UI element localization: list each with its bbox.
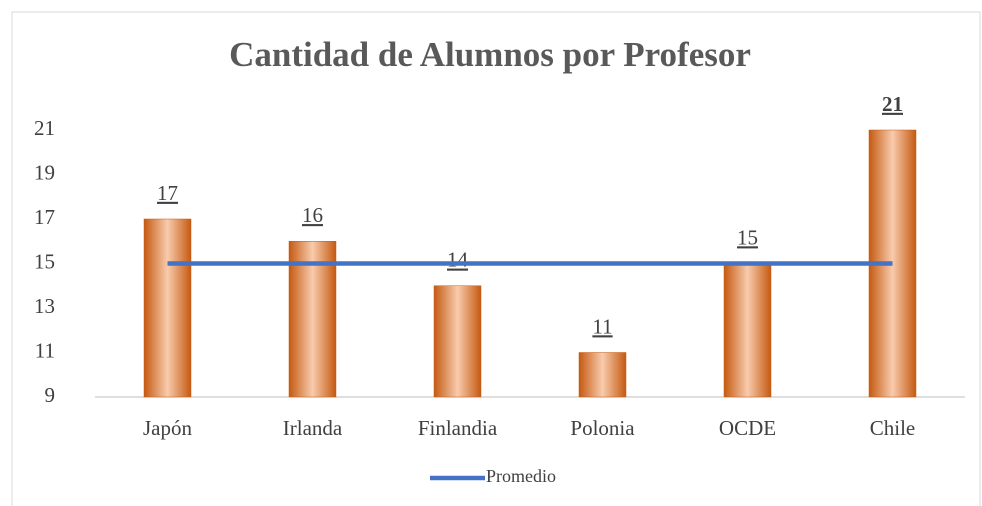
x-tick-label: Polonia [570, 416, 635, 440]
data-label: 17 [157, 181, 178, 205]
bar [578, 352, 627, 398]
y-tick-label: 11 [35, 338, 55, 362]
data-label: 21 [882, 92, 903, 116]
bar [288, 241, 337, 398]
y-tick-label: 15 [34, 249, 55, 273]
x-tick-label: OCDE [719, 416, 776, 440]
bar [723, 263, 772, 398]
data-label: 15 [737, 225, 758, 249]
x-tick-label: Japón [143, 416, 192, 440]
data-label: 14 [447, 248, 469, 272]
data-label: 11 [592, 314, 612, 338]
bar [143, 218, 192, 398]
y-tick-label: 17 [34, 205, 55, 229]
x-tick-label: Irlanda [283, 416, 343, 440]
bar [433, 285, 482, 398]
x-tick-label: Chile [870, 416, 916, 440]
y-tick-label: 9 [45, 383, 56, 407]
chart-title: Cantidad de Alumnos por Profesor [229, 35, 751, 74]
legend-label: Promedio [486, 466, 556, 486]
data-label: 16 [302, 203, 323, 227]
y-tick-label: 19 [34, 160, 55, 184]
y-tick-label: 21 [34, 116, 55, 140]
y-tick-label: 13 [34, 294, 55, 318]
x-tick-label: Finlandia [418, 416, 498, 440]
